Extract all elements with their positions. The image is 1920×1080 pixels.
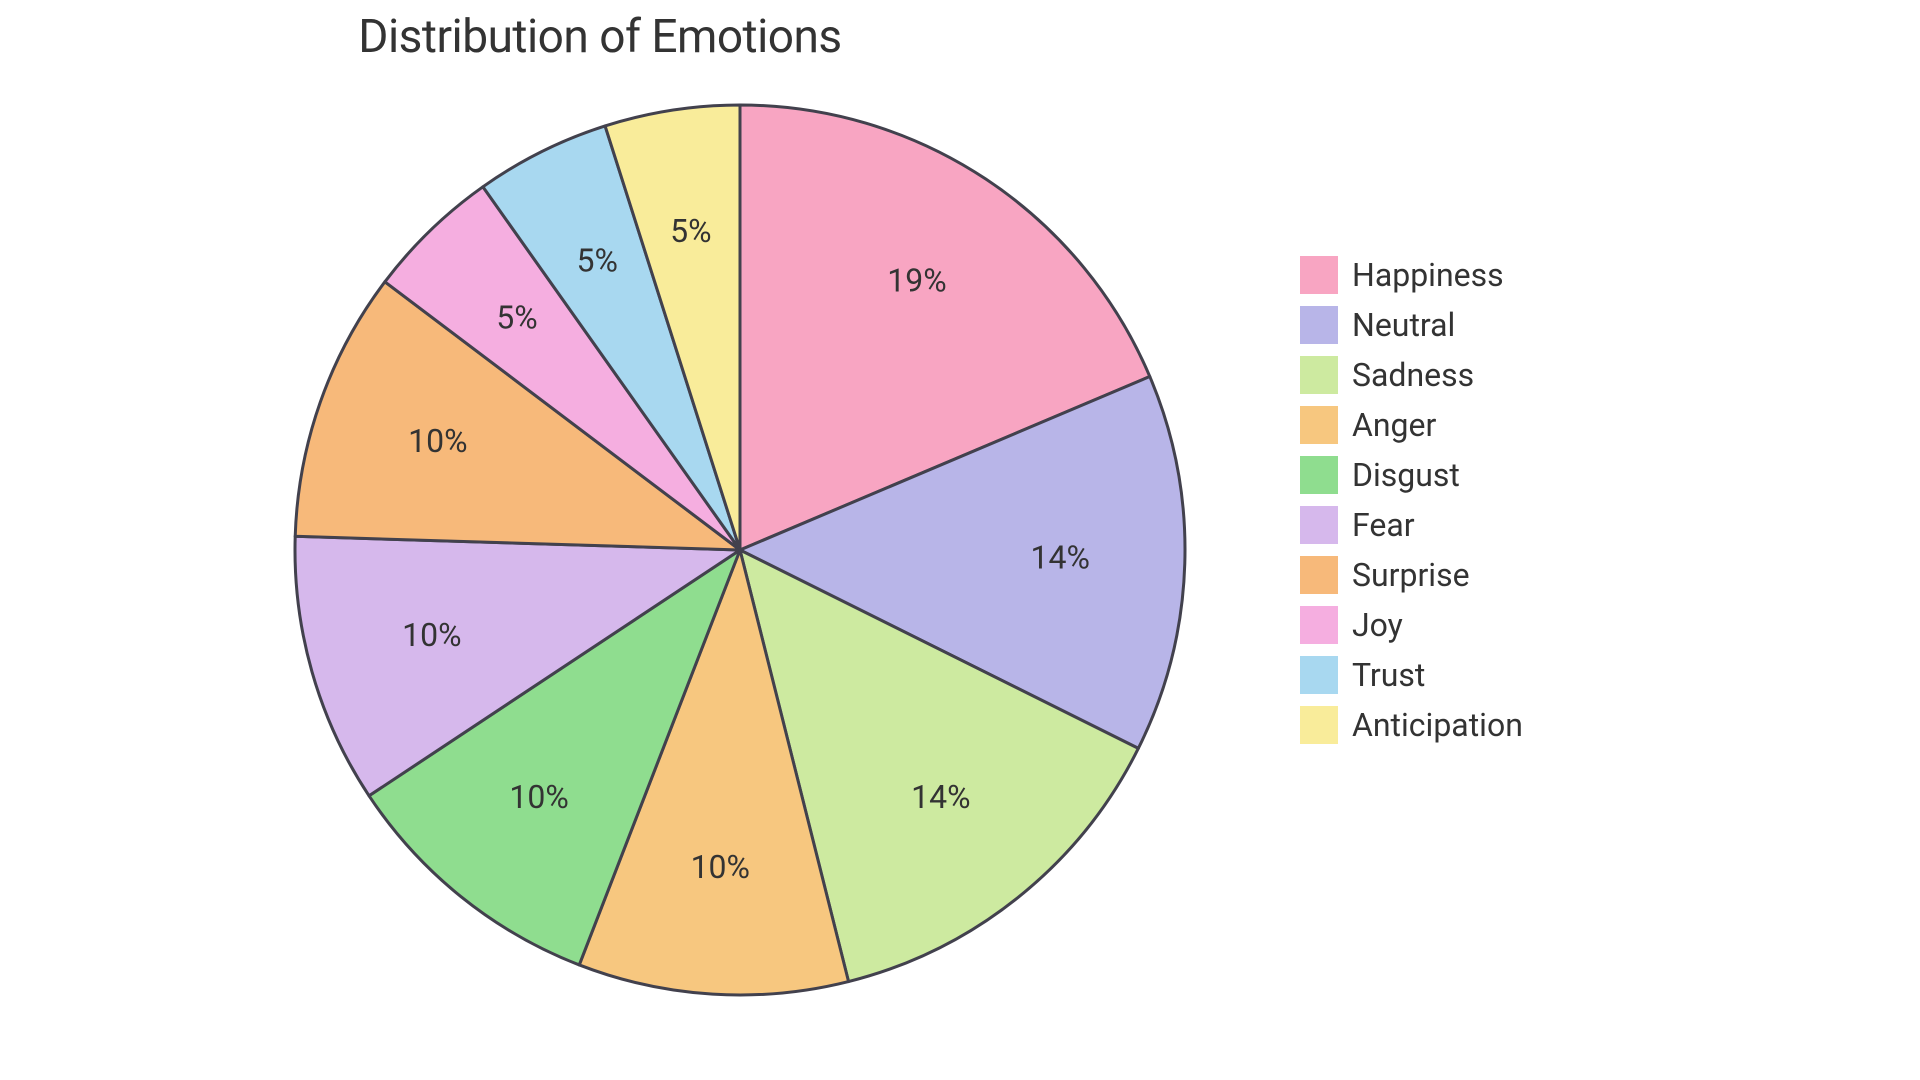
chart-container: Distribution of Emotions 19% 14% 14% 10% 10%… [0,0,1920,1080]
legend-item: Fear [1300,506,1523,544]
legend-swatch [1300,406,1338,444]
legend-label: Disgust [1352,456,1460,494]
slice-label: 5% [496,298,537,336]
slice-label: 10% [408,422,467,460]
chart-title: Distribution of Emotions [0,10,1200,64]
pie-chart: 19% 14% 14% 10% 10% 10% 10% 5% 5% 5% [280,90,1200,1010]
slice-label: 10% [691,848,750,886]
legend-item: Disgust [1300,456,1523,494]
legend-item: Trust [1300,656,1523,694]
legend-swatch [1300,356,1338,394]
legend: Happiness Neutral Sadness Anger Disgust Fear S… [1300,256,1523,756]
legend-item: Anticipation [1300,706,1523,744]
legend-swatch [1300,706,1338,744]
legend-label: Neutral [1352,306,1455,344]
legend-item: Happiness [1300,256,1523,294]
slice-label: 5% [576,242,617,280]
legend-label: Fear [1352,506,1415,544]
legend-swatch [1300,256,1338,294]
legend-swatch [1300,456,1338,494]
legend-swatch [1300,606,1338,644]
legend-label: Happiness [1352,256,1504,294]
slice-label: 10% [402,616,461,654]
legend-item: Surprise [1300,556,1523,594]
legend-label: Anticipation [1352,706,1523,744]
legend-item: Sadness [1300,356,1523,394]
slice-label: 14% [911,778,970,816]
legend-label: Joy [1352,606,1403,644]
slice-label: 19% [887,261,946,299]
slice-label: 5% [670,212,711,250]
legend-label: Anger [1352,406,1436,444]
slice-label: 10% [509,778,568,816]
legend-label: Surprise [1352,556,1470,594]
legend-label: Trust [1352,656,1425,694]
legend-label: Sadness [1352,356,1474,394]
legend-swatch [1300,506,1338,544]
legend-item: Joy [1300,606,1523,644]
legend-swatch [1300,306,1338,344]
pie-svg: 19% 14% 14% 10% 10% 10% 10% 5% 5% 5% [280,90,1200,1010]
legend-swatch [1300,556,1338,594]
legend-swatch [1300,656,1338,694]
slice-label: 14% [1031,538,1090,576]
legend-item: Neutral [1300,306,1523,344]
legend-item: Anger [1300,406,1523,444]
